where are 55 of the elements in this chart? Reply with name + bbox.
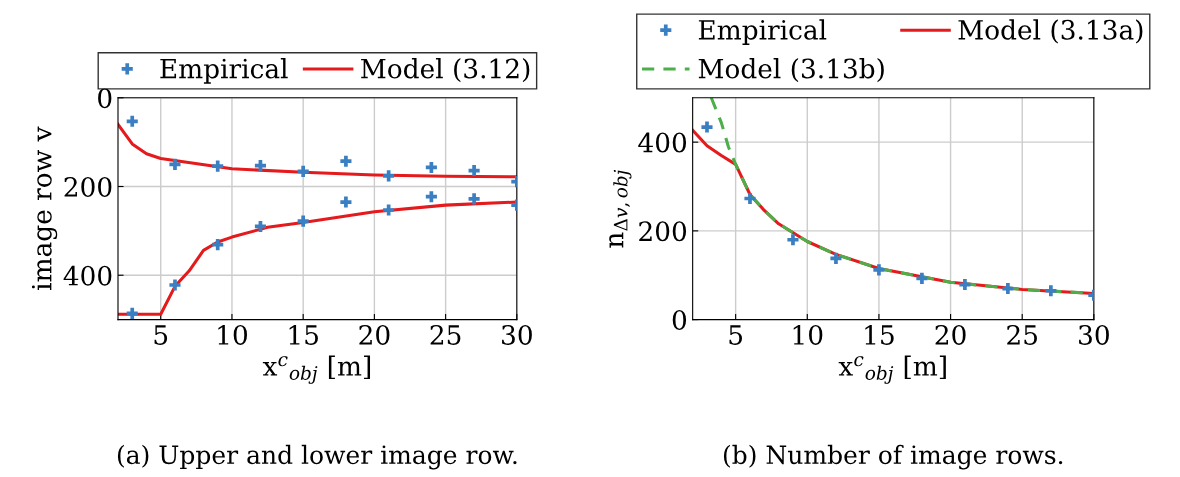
point xyxy=(169,158,181,170)
point xyxy=(340,196,352,208)
point xyxy=(916,272,928,284)
line-series xyxy=(118,200,517,316)
text: (a) Upper and lower image row. xyxy=(117,444,517,470)
legend-label: Model (3.13a) xyxy=(958,19,1143,44)
point xyxy=(701,121,713,133)
x-tick-label: 20 xyxy=(359,324,390,345)
y-tick-label: 200 xyxy=(64,176,112,197)
y-axis-title: n$_{Δv,obj}$ xyxy=(609,169,632,248)
point xyxy=(126,115,138,127)
point xyxy=(1002,282,1014,295)
x-tick-label: 15 xyxy=(289,324,318,345)
legend-label: Model (3.12) xyxy=(361,58,530,83)
point xyxy=(126,307,138,319)
y-tick-label: 200 xyxy=(639,221,687,242)
point xyxy=(468,164,480,177)
x-tick-label: 25 xyxy=(430,324,461,345)
point xyxy=(425,191,437,203)
x-tick-label: 30 xyxy=(1079,324,1109,345)
point xyxy=(1045,285,1057,297)
point xyxy=(340,155,352,167)
point xyxy=(468,193,480,205)
point xyxy=(830,252,842,264)
y-tick-label: 400 xyxy=(63,265,112,286)
y-axis-title: image row v xyxy=(31,126,58,290)
point xyxy=(297,215,309,227)
point xyxy=(212,160,224,172)
x-tick-label: 5 xyxy=(729,325,742,345)
y-tick-label: 0 xyxy=(98,88,112,109)
x-axis-title: x$^{c}$$_{obj}$ [m] xyxy=(838,355,946,384)
legend-label: Empirical xyxy=(160,58,288,84)
point xyxy=(744,192,756,205)
point xyxy=(169,279,181,291)
x-tick-label: 5 xyxy=(154,325,168,345)
y-tick-label: 0 xyxy=(672,310,687,330)
x-axis-title: x$^{c}$$_{obj}$ [m] xyxy=(262,355,371,384)
point xyxy=(297,165,309,177)
point xyxy=(383,204,395,216)
text: (b) Number of image rows. xyxy=(723,444,1063,470)
x-tick-label: 30 xyxy=(502,324,532,345)
point xyxy=(959,278,971,291)
point xyxy=(787,234,799,246)
x-tick-label: 25 xyxy=(1007,324,1037,345)
x-tick-label: 20 xyxy=(935,324,966,345)
point xyxy=(212,239,224,251)
point xyxy=(383,170,395,182)
y-tick-label: 400 xyxy=(638,132,687,153)
legend-label: Model (3.13b) xyxy=(698,58,884,83)
point xyxy=(873,264,885,276)
x-tick-label: 15 xyxy=(865,324,894,345)
x-tick-label: 10 xyxy=(218,324,247,345)
point xyxy=(254,160,266,172)
x-tick-label: 10 xyxy=(793,324,823,345)
legend-label: Empirical xyxy=(698,19,827,45)
